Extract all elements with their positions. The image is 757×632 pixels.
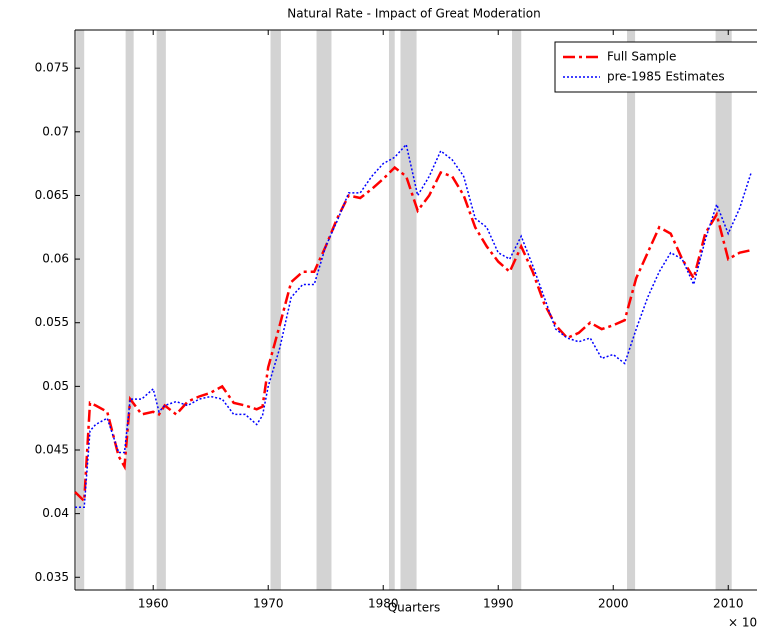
recession-band xyxy=(715,30,732,590)
plot-area xyxy=(74,29,757,591)
legend: Full Sample pre-1985 Estimates xyxy=(554,41,757,93)
y-tick-label: 0.035 xyxy=(35,570,69,584)
legend-label: pre-1985 Estimates xyxy=(607,70,725,84)
recession-band xyxy=(316,30,332,590)
y-tick-label: 0.04 xyxy=(42,506,69,520)
y-tick-label: 0.045 xyxy=(35,443,69,457)
x-exponent: × 10 xyxy=(728,616,757,630)
recession-band xyxy=(270,30,281,590)
x-tick-label: 1990 xyxy=(483,597,514,611)
legend-label: Full Sample xyxy=(607,50,676,64)
recession-band xyxy=(388,30,395,590)
y-tick-label: 0.055 xyxy=(35,315,69,329)
x-tick-label: 1960 xyxy=(138,597,169,611)
y-tick-label: 0.05 xyxy=(42,379,69,393)
chart-title: Natural Rate - Impact of Great Moderatio… xyxy=(287,7,540,21)
recession-band xyxy=(156,30,166,590)
y-tick-label: 0.06 xyxy=(42,252,69,266)
recession-band xyxy=(627,30,636,590)
series-line xyxy=(75,142,752,509)
x-axis-label: Quarters xyxy=(388,601,441,615)
legend-box xyxy=(554,41,757,93)
y-tick-label: 0.07 xyxy=(42,124,69,138)
x-tick-label: 2010 xyxy=(713,597,744,611)
x-tick-label: 1970 xyxy=(253,597,284,611)
x-tick-label: 1980 xyxy=(368,597,399,611)
recession-band xyxy=(76,30,85,590)
recession-band xyxy=(400,30,417,590)
series-line xyxy=(74,165,752,504)
recession-band xyxy=(512,30,522,590)
x-tick-label: 2000 xyxy=(598,597,629,611)
recession-band xyxy=(125,30,134,590)
y-tick-label: 0.065 xyxy=(35,188,69,202)
y-tick-label: 0.075 xyxy=(35,61,69,75)
